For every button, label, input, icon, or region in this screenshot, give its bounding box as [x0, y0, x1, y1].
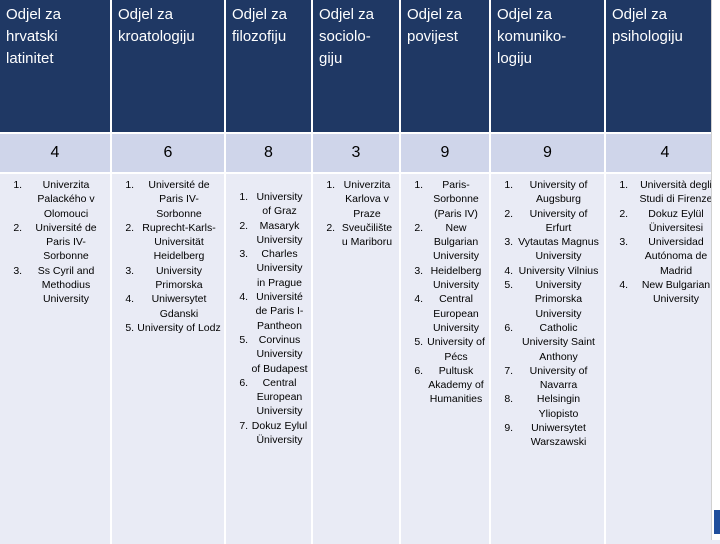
university-item: Paris-Sorbonne (Paris IV) — [426, 178, 486, 221]
university-item: Univerzita Palackého v Olomouci — [25, 178, 107, 221]
header-sociologija: Odjel za sociolo-giju — [313, 0, 399, 132]
university-item: Vytautas Magnus University — [516, 235, 601, 264]
count-psihologija: 4 — [606, 134, 720, 172]
header-komunikologija: Odjel za komuniko-logiju — [491, 0, 604, 132]
university-item: Univerzita Karlova v Praze — [338, 178, 396, 221]
header-hrvatski-latinitet: Odjel za hrvatski latinitet — [0, 0, 110, 132]
slide-edge — [711, 0, 720, 540]
university-item: University of Pécs — [426, 335, 486, 364]
list-cell-kroatologija: Université de Paris IV-SorbonneRuprecht-… — [112, 174, 224, 544]
list-cell-povijest: Paris-Sorbonne (Paris IV)New Bulgarian U… — [401, 174, 489, 544]
count-hrvatski-latinitet: 4 — [0, 134, 110, 172]
count-filozofija: 8 — [226, 134, 311, 172]
list-cell-hrvatski-latinitet: Univerzita Palackého v OlomouciUniversit… — [0, 174, 110, 544]
header-kroatologija: Odjel za kroatologiju — [112, 0, 224, 132]
university-item: New Bulgarian University — [426, 221, 486, 264]
count-komunikologija: 9 — [491, 134, 604, 172]
count-povijest: 9 — [401, 134, 489, 172]
university-item: Central European University — [251, 376, 308, 419]
header-filozofija: Odjel za filozofiju — [226, 0, 311, 132]
header-povijest: Odjel za povijest — [401, 0, 489, 132]
university-item: Ss Cyril and Methodius University — [25, 264, 107, 307]
university-item: Universidad Autónoma de Madrid — [631, 235, 720, 278]
university-item: Masaryk University — [251, 219, 308, 248]
university-list: Université de Paris IV-SorbonneRuprecht-… — [115, 178, 221, 335]
slide-edge-marker — [714, 510, 720, 534]
university-list: Univerzita Karlova v PrazeSveučilište u … — [316, 178, 396, 249]
university-item: University Primorska — [137, 264, 221, 293]
university-item: Heidelberg University — [426, 264, 486, 293]
header-psihologija: Odjel za psihologiju — [606, 0, 720, 132]
university-list: Paris-Sorbonne (Paris IV)New Bulgarian U… — [404, 178, 486, 407]
university-list: Università degli Studi di FirenzeDokuz E… — [609, 178, 720, 307]
university-item: Ruprecht-Karls-Universität Heidelberg — [137, 221, 221, 264]
university-item: New Bulgarian University — [631, 278, 720, 307]
count-sociologija: 3 — [313, 134, 399, 172]
list-cell-psihologija: Università degli Studi di FirenzeDokuz E… — [606, 174, 720, 544]
university-item: Central European University — [426, 292, 486, 335]
list-cell-filozofija: University of GrazMasaryk UniversityChar… — [226, 174, 311, 544]
university-item: University of Graz — [251, 190, 308, 219]
list-cell-komunikologija: University of AugsburgUniversity of Erfu… — [491, 174, 604, 544]
university-item: Uniwersytet Gdanski — [137, 292, 221, 321]
university-item: University of Lodz — [137, 321, 221, 335]
university-item: Dokuz Eylül Üniversitesi — [631, 207, 720, 236]
university-item: Uniwersytet Warszawski — [516, 421, 601, 450]
university-list: University of GrazMasaryk UniversityChar… — [229, 190, 308, 447]
university-item: Sveučilište u Mariboru — [338, 221, 396, 250]
university-item: University Primorska University — [516, 278, 601, 321]
university-item: University Vilnius — [516, 264, 601, 278]
university-item: Université de Paris IV-Sorbonne — [25, 221, 107, 264]
university-list: University of AugsburgUniversity of Erfu… — [494, 178, 601, 450]
university-list: Univerzita Palackého v OlomouciUniversit… — [3, 178, 107, 307]
university-item: University of Augsburg — [516, 178, 601, 207]
university-item: University of Erfurt — [516, 207, 601, 236]
university-item: Université de Paris I-Pantheon — [251, 290, 308, 333]
university-item: Université de Paris IV-Sorbonne — [137, 178, 221, 221]
university-item: University of Navarra — [516, 364, 601, 393]
university-item: Corvinus University of Budapest — [251, 333, 308, 376]
list-cell-sociologija: Univerzita Karlova v PrazeSveučilište u … — [313, 174, 399, 544]
university-item: Catholic University Saint Anthony — [516, 321, 601, 364]
university-item: Helsingin Yliopisto — [516, 392, 601, 421]
university-item: Università degli Studi di Firenze — [631, 178, 720, 207]
count-kroatologija: 6 — [112, 134, 224, 172]
university-item: Pultusk Akademy of Humanities — [426, 364, 486, 407]
university-item: Charles University in Prague — [251, 247, 308, 290]
university-item: Dokuz Eylul Üniversity — [251, 419, 308, 448]
